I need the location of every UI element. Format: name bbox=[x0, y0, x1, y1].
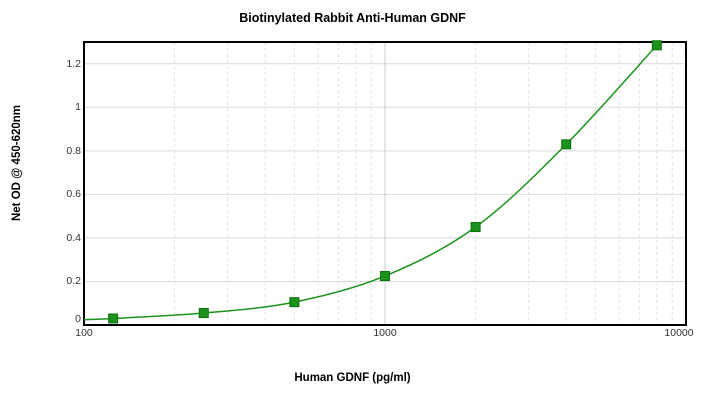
y-tick-label: 0.8 bbox=[66, 144, 81, 157]
data-point-marker bbox=[198, 308, 209, 319]
standard-curve-line bbox=[83, 44, 658, 321]
y-tick-label: 0.6 bbox=[66, 188, 81, 201]
y-tick-label: 1 bbox=[75, 101, 81, 114]
chart-title: Biotinylated Rabbit Anti-Human GDNF bbox=[239, 11, 466, 25]
data-point-marker bbox=[651, 40, 662, 51]
y-tick-label: 0.2 bbox=[66, 275, 81, 288]
x-tick-label: 100 bbox=[75, 327, 93, 339]
y-tick-label: 0 bbox=[75, 313, 81, 325]
x-tick-label: 1000 bbox=[373, 327, 397, 339]
y-tick-label: 1.2 bbox=[66, 57, 81, 70]
data-point-marker bbox=[380, 271, 390, 282]
data-point-marker bbox=[108, 313, 119, 324]
data-point-marker bbox=[470, 222, 481, 233]
plot-border bbox=[83, 41, 687, 326]
data-point-marker bbox=[561, 139, 572, 150]
x-tick-label: 10000 bbox=[664, 327, 694, 339]
y-tick-label: 0.4 bbox=[66, 231, 81, 244]
x-axis-title: Human GDNF (pg/ml) bbox=[294, 372, 411, 384]
data-point-marker bbox=[289, 297, 300, 308]
